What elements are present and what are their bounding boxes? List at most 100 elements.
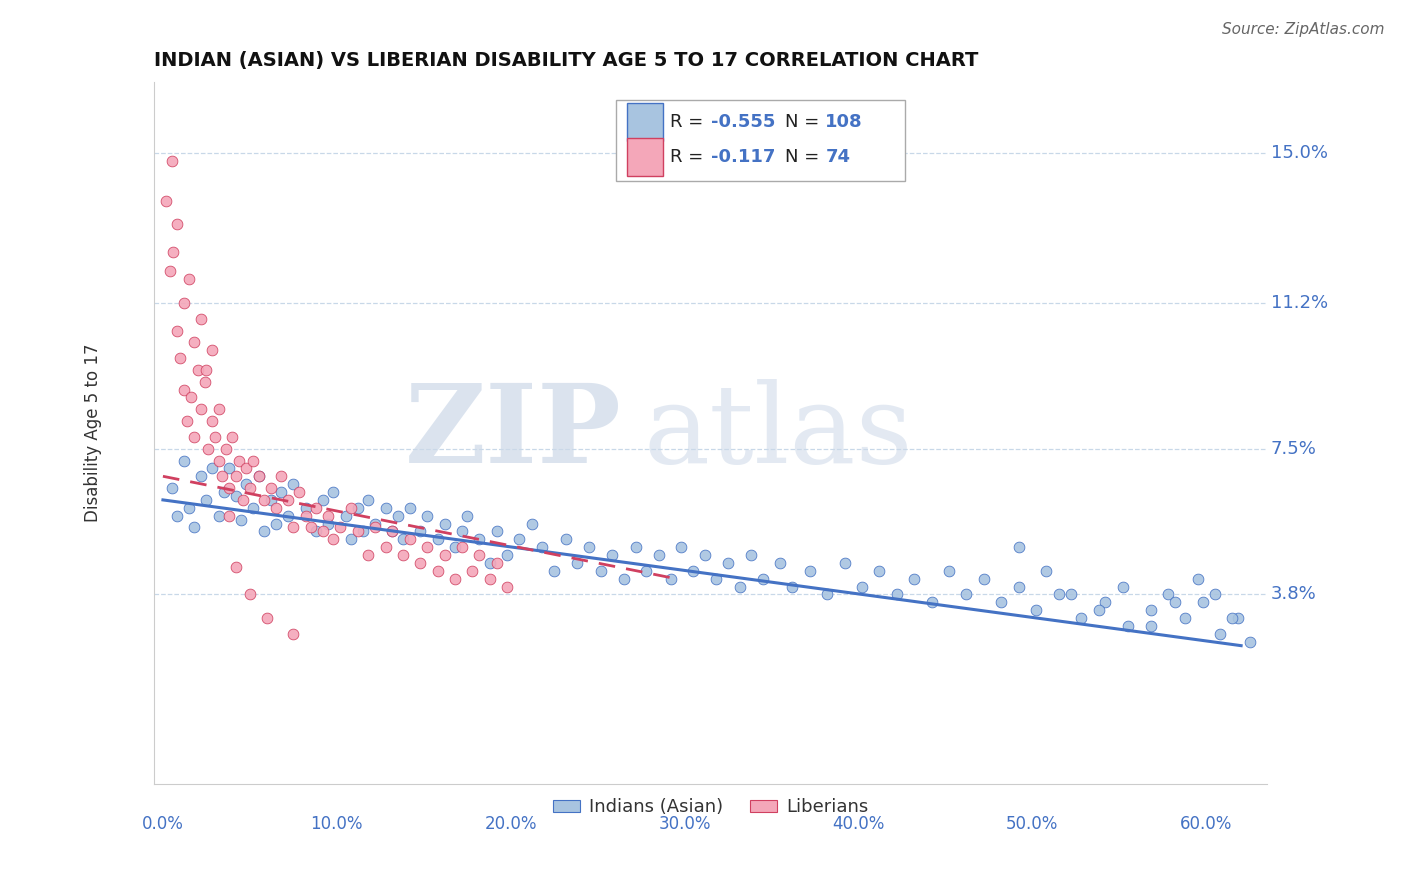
- Text: R =: R =: [669, 148, 709, 167]
- Point: [496, 548, 519, 562]
- Point: [426, 564, 449, 578]
- Point: [228, 453, 250, 467]
- Point: [364, 516, 387, 531]
- Point: [283, 477, 305, 491]
- Point: [381, 524, 404, 539]
- Point: [204, 430, 226, 444]
- Point: [277, 492, 299, 507]
- Point: [938, 564, 960, 578]
- Point: [1139, 603, 1161, 617]
- Point: [214, 442, 236, 456]
- Point: [260, 481, 283, 495]
- Point: [543, 564, 565, 578]
- Point: [283, 520, 305, 534]
- Point: [1094, 595, 1116, 609]
- Point: [187, 363, 209, 377]
- Point: [1204, 587, 1226, 601]
- Text: R =: R =: [669, 113, 709, 131]
- Point: [717, 556, 740, 570]
- Point: [195, 363, 218, 377]
- Point: [253, 524, 276, 539]
- Point: [294, 500, 316, 515]
- Text: ZIP: ZIP: [405, 379, 621, 486]
- Point: [190, 402, 212, 417]
- Point: [201, 343, 224, 358]
- Bar: [616, 100, 905, 180]
- Point: [374, 500, 396, 515]
- Text: 15.0%: 15.0%: [1271, 145, 1327, 162]
- Point: [799, 564, 821, 578]
- Point: [851, 580, 873, 594]
- Legend: Indians (Asian), Liberians: Indians (Asian), Liberians: [546, 791, 876, 823]
- Point: [669, 540, 692, 554]
- Point: [433, 548, 456, 562]
- FancyBboxPatch shape: [627, 138, 662, 177]
- Point: [1035, 564, 1057, 578]
- Point: [1209, 627, 1232, 641]
- Point: [485, 524, 508, 539]
- Point: [682, 564, 704, 578]
- Point: [162, 244, 184, 259]
- Point: [247, 469, 270, 483]
- Point: [392, 533, 415, 547]
- Point: [416, 508, 439, 523]
- Point: [1007, 580, 1029, 594]
- Text: 0.0%: 0.0%: [142, 815, 184, 833]
- Point: [256, 611, 278, 625]
- Point: [591, 564, 613, 578]
- Text: 60.0%: 60.0%: [1180, 815, 1233, 833]
- Point: [1192, 595, 1215, 609]
- Text: N =: N =: [786, 148, 825, 167]
- Text: 7.5%: 7.5%: [1271, 440, 1316, 458]
- Point: [183, 335, 205, 350]
- Point: [264, 516, 287, 531]
- Point: [468, 548, 491, 562]
- Point: [444, 540, 467, 554]
- Point: [194, 375, 217, 389]
- Point: [740, 548, 762, 562]
- Point: [364, 520, 387, 534]
- Point: [565, 556, 588, 570]
- Point: [166, 508, 188, 523]
- Point: [555, 533, 578, 547]
- Point: [730, 580, 752, 594]
- Point: [207, 402, 229, 417]
- Point: [335, 508, 357, 523]
- Point: [183, 520, 205, 534]
- Point: [197, 442, 219, 456]
- Point: [277, 508, 299, 523]
- Point: [180, 391, 202, 405]
- Point: [485, 556, 508, 570]
- Point: [247, 469, 270, 483]
- Point: [339, 533, 361, 547]
- Text: 20.0%: 20.0%: [485, 815, 537, 833]
- Point: [225, 560, 247, 574]
- FancyBboxPatch shape: [627, 103, 662, 141]
- Text: 108: 108: [825, 113, 863, 131]
- Text: 10.0%: 10.0%: [311, 815, 363, 833]
- Point: [176, 414, 198, 428]
- Text: 11.2%: 11.2%: [1271, 294, 1327, 312]
- Point: [409, 556, 432, 570]
- Point: [239, 481, 262, 495]
- Point: [312, 524, 335, 539]
- Point: [1112, 580, 1135, 594]
- Text: Disability Age 5 to 17: Disability Age 5 to 17: [84, 343, 103, 522]
- Text: INDIAN (ASIAN) VS LIBERIAN DISABILITY AGE 5 TO 17 CORRELATION CHART: INDIAN (ASIAN) VS LIBERIAN DISABILITY AG…: [155, 51, 979, 70]
- Point: [399, 533, 422, 547]
- Point: [346, 524, 368, 539]
- Point: [600, 548, 623, 562]
- Point: [508, 533, 530, 547]
- Point: [613, 572, 636, 586]
- Text: -0.555: -0.555: [710, 113, 775, 131]
- Point: [451, 540, 474, 554]
- Point: [159, 264, 181, 278]
- Point: [1157, 587, 1180, 601]
- Point: [287, 485, 309, 500]
- Point: [166, 217, 188, 231]
- Text: 40.0%: 40.0%: [832, 815, 884, 833]
- Point: [235, 477, 257, 491]
- Point: [399, 500, 422, 515]
- Point: [177, 272, 200, 286]
- Point: [316, 516, 339, 531]
